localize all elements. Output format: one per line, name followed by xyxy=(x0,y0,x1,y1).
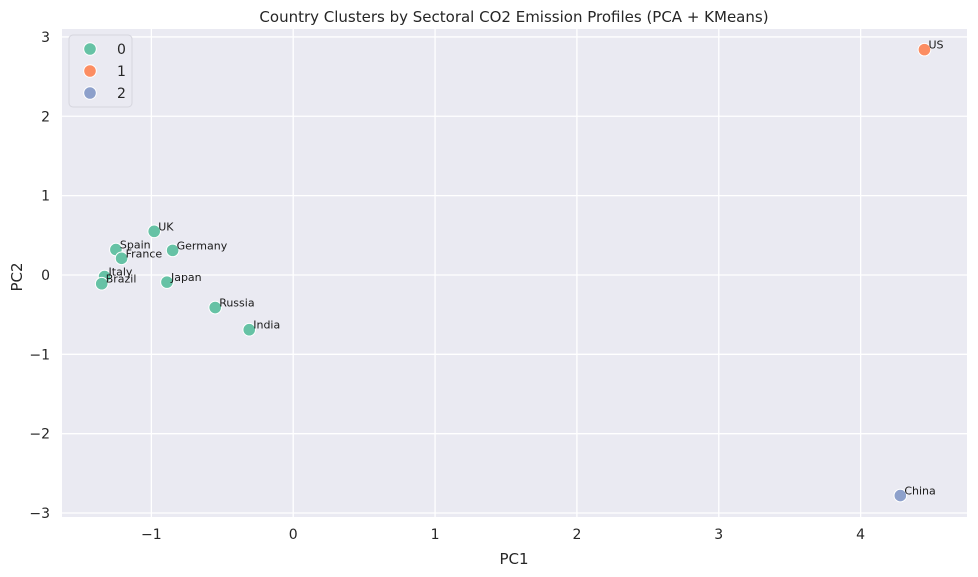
data-point-uk xyxy=(147,224,162,239)
x-tick-label: 0 xyxy=(289,527,298,543)
data-point-us xyxy=(917,42,932,57)
x-tick-label: 3 xyxy=(714,527,723,543)
data-points xyxy=(94,42,932,503)
data-point-india xyxy=(242,322,257,337)
legend-marker-2 xyxy=(83,86,97,100)
point-label-spain: Spain xyxy=(120,239,151,252)
point-label-france: France xyxy=(126,247,163,260)
point-label-germany: Germany xyxy=(177,239,228,252)
data-point-france xyxy=(114,251,129,266)
data-point-japan xyxy=(160,275,174,289)
point-label-india: India xyxy=(253,319,280,332)
point-label-brazil: Brazil xyxy=(106,273,137,286)
x-axis-title: PC1 xyxy=(499,550,528,568)
legend: 0 1 2 xyxy=(68,34,133,108)
x-tick-label: 1 xyxy=(431,527,440,543)
legend-marker-1 xyxy=(83,64,97,78)
point-label-japan: Japan xyxy=(170,271,202,284)
y-tick-label: −2 xyxy=(29,427,50,443)
x-tick-label: 2 xyxy=(572,527,581,543)
point-label-russia: Russia xyxy=(219,297,254,310)
point-label-uk: UK xyxy=(158,220,174,233)
legend-label-0: 0 xyxy=(117,42,126,58)
legend-label-1: 1 xyxy=(117,64,126,80)
chart-title: Country Clusters by Sectoral CO2 Emissio… xyxy=(259,8,768,26)
data-point-china xyxy=(893,488,908,503)
y-axis-title: PC2 xyxy=(8,262,26,291)
data-point-russia xyxy=(208,300,222,315)
y-tick-label: −1 xyxy=(29,347,50,363)
point-label-us: US xyxy=(928,39,943,52)
data-point-germany xyxy=(165,243,180,258)
x-tick-label: 4 xyxy=(856,527,865,543)
point-label-china: China xyxy=(904,485,935,498)
y-tick-label: 3 xyxy=(41,30,50,46)
legend-marker-0 xyxy=(83,42,97,56)
tick-labels: −1 0 1 2 3 4 −3 −2 −1 0 1 2 3 xyxy=(29,30,865,543)
x-tick-label: −1 xyxy=(141,527,162,543)
y-tick-label: 1 xyxy=(41,189,50,205)
legend-label-2: 2 xyxy=(117,86,126,102)
y-tick-label: −3 xyxy=(29,506,50,522)
data-point-brazil xyxy=(94,276,109,291)
y-tick-label: 0 xyxy=(41,268,50,284)
plot-area xyxy=(62,29,967,517)
point-label-italy: Italy xyxy=(109,266,133,279)
grid-lines xyxy=(62,29,967,517)
y-tick-label: 2 xyxy=(41,109,50,125)
legend-items: 0 1 2 xyxy=(83,42,126,102)
